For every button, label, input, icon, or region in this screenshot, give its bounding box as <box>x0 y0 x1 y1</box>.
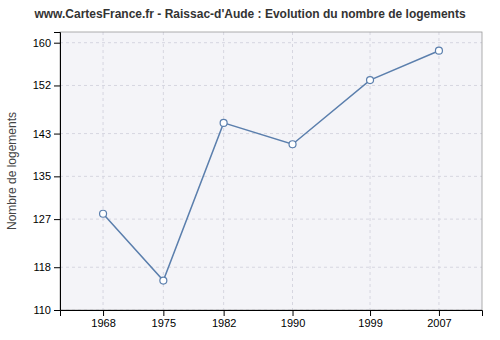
tick-label: 143 <box>33 128 51 140</box>
axis-line <box>61 311 483 317</box>
tick-label: 2007 <box>427 317 451 329</box>
data-layer <box>100 47 443 284</box>
tick-mark <box>224 310 225 316</box>
tick-mark <box>293 310 294 316</box>
point <box>367 77 374 84</box>
tick-mark <box>54 43 60 44</box>
tick-mark <box>370 310 371 316</box>
grid-line-y <box>60 176 482 177</box>
tick-label: 118 <box>33 261 51 273</box>
tick: 1968 <box>91 310 115 329</box>
tick-label: 135 <box>33 170 51 182</box>
tick-label: 1999 <box>358 317 382 329</box>
tick: 135 <box>33 170 60 182</box>
grid-line-y <box>60 133 482 134</box>
point <box>160 277 167 284</box>
y-axis: 110 118 127 135 143 152 160 <box>33 33 61 317</box>
tick: 152 <box>33 79 60 91</box>
axis-line <box>54 33 61 311</box>
plot-frame <box>60 32 482 310</box>
tick-label: 1975 <box>152 317 176 329</box>
grid-line-y <box>60 267 482 268</box>
grid <box>60 32 482 310</box>
grid-line-x <box>370 32 371 310</box>
point <box>289 141 296 148</box>
grid-line-y <box>60 42 482 43</box>
tick: 143 <box>33 128 60 140</box>
point <box>220 119 227 126</box>
tick-mark <box>54 85 60 86</box>
grid-line-x <box>163 32 164 310</box>
tick: 2007 <box>427 310 451 329</box>
grid-line-x <box>103 32 104 310</box>
y-axis-label: Nombre de logements <box>5 112 19 230</box>
plot-background <box>60 32 482 310</box>
chart-svg: 1968197519821990199920071101181271351431… <box>0 0 500 340</box>
tick-label: 1990 <box>281 317 305 329</box>
point <box>435 47 442 54</box>
tick: 127 <box>33 213 60 225</box>
tick-mark <box>54 176 60 177</box>
tick: 118 <box>33 261 60 273</box>
line <box>103 51 439 281</box>
tick: 1982 <box>212 310 236 329</box>
grid-line-x <box>292 32 293 310</box>
tick-mark <box>163 310 164 316</box>
tick-label: 1968 <box>91 317 115 329</box>
title: www.CartesFrance.fr - Raissac-d'Aude : E… <box>33 7 465 21</box>
grid-line-y <box>60 85 482 86</box>
tick: 1999 <box>358 310 382 329</box>
tick-mark <box>54 134 60 135</box>
tick-mark <box>103 310 104 316</box>
grid-line-y <box>60 219 482 220</box>
tick-label: 160 <box>33 37 51 49</box>
tick-mark <box>439 310 440 316</box>
tick-mark <box>54 267 60 268</box>
tick-label: 110 <box>33 304 51 316</box>
tick-label: 127 <box>33 213 51 225</box>
point <box>100 210 107 217</box>
tick: 1990 <box>281 310 305 329</box>
plot-area: 1968197519821990199920071101181271351431… <box>33 32 483 329</box>
grid-line-x <box>438 32 439 310</box>
chart-container: 1968197519821990199920071101181271351431… <box>0 0 500 340</box>
tick-mark <box>54 219 60 220</box>
x-axis: 1968 1975 1982 1990 1999 2007 <box>61 310 483 329</box>
tick: 110 <box>33 304 60 316</box>
tick-mark <box>54 310 60 311</box>
tick: 1975 <box>152 310 176 329</box>
tick: 160 <box>33 37 60 49</box>
grid-line-x <box>223 32 224 310</box>
tick-label: 1982 <box>212 317 236 329</box>
tick-label: 152 <box>33 79 51 91</box>
